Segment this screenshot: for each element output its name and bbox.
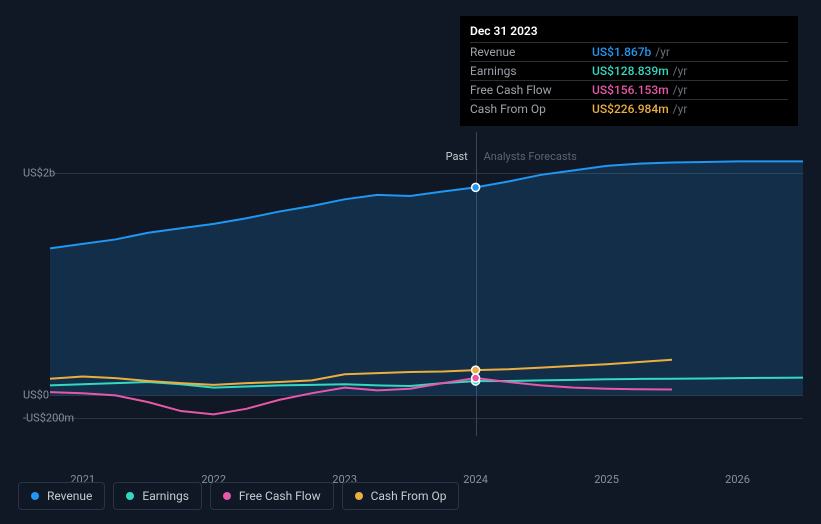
y-tick-label: US$0 — [23, 389, 49, 402]
tooltip-row: RevenueUS$1.867b/yr — [470, 42, 788, 61]
legend-item-cash-from-op[interactable]: Cash From Op — [342, 482, 460, 510]
chart-tooltip: Dec 31 2023 RevenueUS$1.867b/yrEarningsU… — [460, 16, 798, 126]
tooltip-row-unit: /yr — [673, 83, 688, 97]
tooltip-row-value: US$226.984m — [592, 102, 669, 116]
legend-label: Cash From Op — [371, 489, 447, 503]
x-tick-label: 2026 — [725, 473, 750, 486]
cfo-marker — [472, 366, 480, 374]
legend-label: Earnings — [142, 489, 189, 503]
revenue-marker — [472, 183, 480, 191]
tooltip-date: Dec 31 2023 — [470, 24, 788, 38]
legend-item-free-cash-flow[interactable]: Free Cash Flow — [210, 482, 334, 510]
legend: Revenue Earnings Free Cash Flow Cash From O… — [18, 482, 459, 510]
tooltip-row-unit: /yr — [673, 102, 688, 116]
tooltip-row: Free Cash FlowUS$156.153m/yr — [470, 80, 788, 99]
tooltip-row-label: Revenue — [470, 45, 592, 59]
tooltip-row-value: US$128.839m — [592, 64, 669, 78]
tooltip-row-unit: /yr — [673, 64, 688, 78]
tooltip-row-unit: /yr — [655, 45, 670, 59]
x-tick-label: 2025 — [594, 473, 619, 486]
legend-label: Free Cash Flow — [239, 489, 321, 503]
tooltip-row-label: Earnings — [470, 64, 592, 78]
tooltip-row: Cash From OpUS$226.984m/yr — [470, 99, 788, 118]
tooltip-row: EarningsUS$128.839m/yr — [470, 61, 788, 80]
legend-dot-icon — [31, 492, 39, 500]
tooltip-row-value: US$1.867b — [592, 45, 651, 59]
x-tick-label: 2024 — [463, 473, 488, 486]
legend-item-earnings[interactable]: Earnings — [113, 482, 202, 510]
tooltip-row-label: Cash From Op — [470, 102, 592, 116]
tooltip-row-label: Free Cash Flow — [470, 83, 592, 97]
legend-dot-icon — [223, 492, 231, 500]
revenue-area — [50, 161, 803, 395]
legend-dot-icon — [355, 492, 363, 500]
tooltip-row-value: US$156.153m — [592, 83, 669, 97]
legend-dot-icon — [126, 492, 134, 500]
legend-item-revenue[interactable]: Revenue — [18, 482, 105, 510]
fcf-marker — [472, 374, 480, 382]
legend-label: Revenue — [47, 489, 92, 503]
